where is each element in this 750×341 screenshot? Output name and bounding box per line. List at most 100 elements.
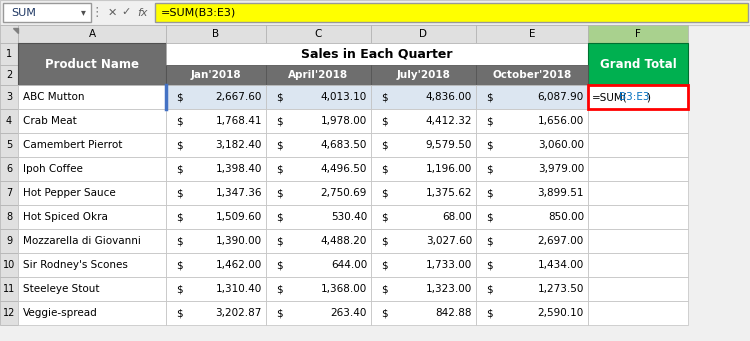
Bar (588, 157, 688, 181)
Text: 6: 6 (6, 164, 12, 174)
Bar (18, 157, 166, 181)
Text: ): ) (646, 92, 650, 102)
Text: July'2018: July'2018 (397, 70, 451, 80)
Text: $: $ (486, 188, 493, 198)
Text: 3: 3 (6, 92, 12, 102)
Bar (18, 85, 166, 109)
Text: =SUM(: =SUM( (592, 92, 628, 102)
Bar (476, 157, 588, 181)
Text: 3,027.60: 3,027.60 (426, 236, 472, 246)
Bar (588, 277, 688, 301)
Bar (371, 85, 476, 109)
Bar (476, 205, 588, 229)
Text: 1,196.00: 1,196.00 (426, 164, 472, 174)
Text: Hot Spiced Okra: Hot Spiced Okra (23, 212, 108, 222)
Text: 12: 12 (3, 308, 15, 318)
Text: $: $ (276, 212, 283, 222)
Text: 1,434.00: 1,434.00 (538, 260, 584, 270)
Bar (371, 181, 476, 205)
Text: 3,060.00: 3,060.00 (538, 140, 584, 150)
Text: $: $ (276, 116, 283, 126)
Bar (588, 301, 688, 325)
Text: 9: 9 (6, 236, 12, 246)
Bar (476, 85, 588, 109)
Bar (166, 109, 266, 133)
Text: Crab Meat: Crab Meat (23, 116, 76, 126)
Text: October'2018: October'2018 (492, 70, 572, 80)
Text: fx: fx (136, 8, 147, 17)
Text: $: $ (276, 308, 283, 318)
Text: $: $ (381, 284, 388, 294)
Text: 1,978.00: 1,978.00 (321, 116, 367, 126)
Bar (588, 205, 688, 229)
Text: 1,347.36: 1,347.36 (215, 188, 262, 198)
Bar (476, 301, 588, 325)
Bar (166, 133, 266, 157)
Text: 3,182.40: 3,182.40 (216, 140, 262, 150)
Text: 68.00: 68.00 (442, 212, 472, 222)
Text: A: A (88, 29, 95, 39)
Text: 4,683.50: 4,683.50 (321, 140, 367, 150)
Text: $: $ (486, 236, 493, 246)
Text: April'2018: April'2018 (289, 70, 349, 80)
Bar (18, 229, 166, 253)
Text: $: $ (381, 164, 388, 174)
Bar (0, 65, 18, 85)
Text: 6,087.90: 6,087.90 (538, 92, 584, 102)
Text: 5: 5 (6, 140, 12, 150)
Text: 3,899.51: 3,899.51 (538, 188, 584, 198)
Bar (588, 181, 688, 205)
Text: $: $ (486, 92, 493, 102)
Text: 1,398.40: 1,398.40 (216, 164, 262, 174)
Bar (18, 133, 166, 157)
Text: ✓: ✓ (122, 8, 130, 17)
Text: 2,667.60: 2,667.60 (216, 92, 262, 102)
Bar (266, 25, 371, 43)
Bar (266, 157, 371, 181)
Bar (155, 3, 748, 22)
Text: SUM: SUM (11, 8, 36, 17)
Text: 1,390.00: 1,390.00 (216, 236, 262, 246)
Bar (18, 43, 166, 85)
Text: 7: 7 (6, 188, 12, 198)
Bar (588, 109, 688, 133)
Text: $: $ (176, 284, 183, 294)
Bar (18, 301, 166, 325)
Text: $: $ (176, 308, 183, 318)
Bar (476, 229, 588, 253)
Bar (371, 205, 476, 229)
Text: Sales in Each Quarter: Sales in Each Quarter (302, 47, 453, 60)
Text: $: $ (276, 140, 283, 150)
Text: $: $ (381, 140, 388, 150)
Text: Steeleye Stout: Steeleye Stout (23, 284, 100, 294)
Bar (266, 253, 371, 277)
Bar (0, 277, 18, 301)
Bar (3, 3, 91, 22)
Text: $: $ (176, 212, 183, 222)
Bar (266, 133, 371, 157)
Text: ▾: ▾ (80, 8, 86, 17)
Bar (266, 301, 371, 325)
Bar (588, 133, 688, 157)
Text: B: B (212, 29, 220, 39)
Text: 1,273.50: 1,273.50 (538, 284, 584, 294)
Text: ✕: ✕ (107, 8, 117, 17)
Bar (0, 205, 18, 229)
Text: $: $ (486, 284, 493, 294)
Text: $: $ (381, 92, 388, 102)
Text: Sir Rodney's Scones: Sir Rodney's Scones (23, 260, 128, 270)
Text: 1,733.00: 1,733.00 (426, 260, 472, 270)
Text: $: $ (486, 116, 493, 126)
Text: Mozzarella di Giovanni: Mozzarella di Giovanni (23, 236, 141, 246)
Text: C: C (315, 29, 322, 39)
Bar (18, 25, 166, 43)
Bar (266, 181, 371, 205)
Text: 1,462.00: 1,462.00 (216, 260, 262, 270)
Bar (18, 181, 166, 205)
Text: 4: 4 (6, 116, 12, 126)
Bar (0, 157, 18, 181)
Text: 4,412.32: 4,412.32 (425, 116, 472, 126)
Text: 4,488.20: 4,488.20 (321, 236, 367, 246)
Text: $: $ (276, 92, 283, 102)
Bar (476, 25, 588, 43)
